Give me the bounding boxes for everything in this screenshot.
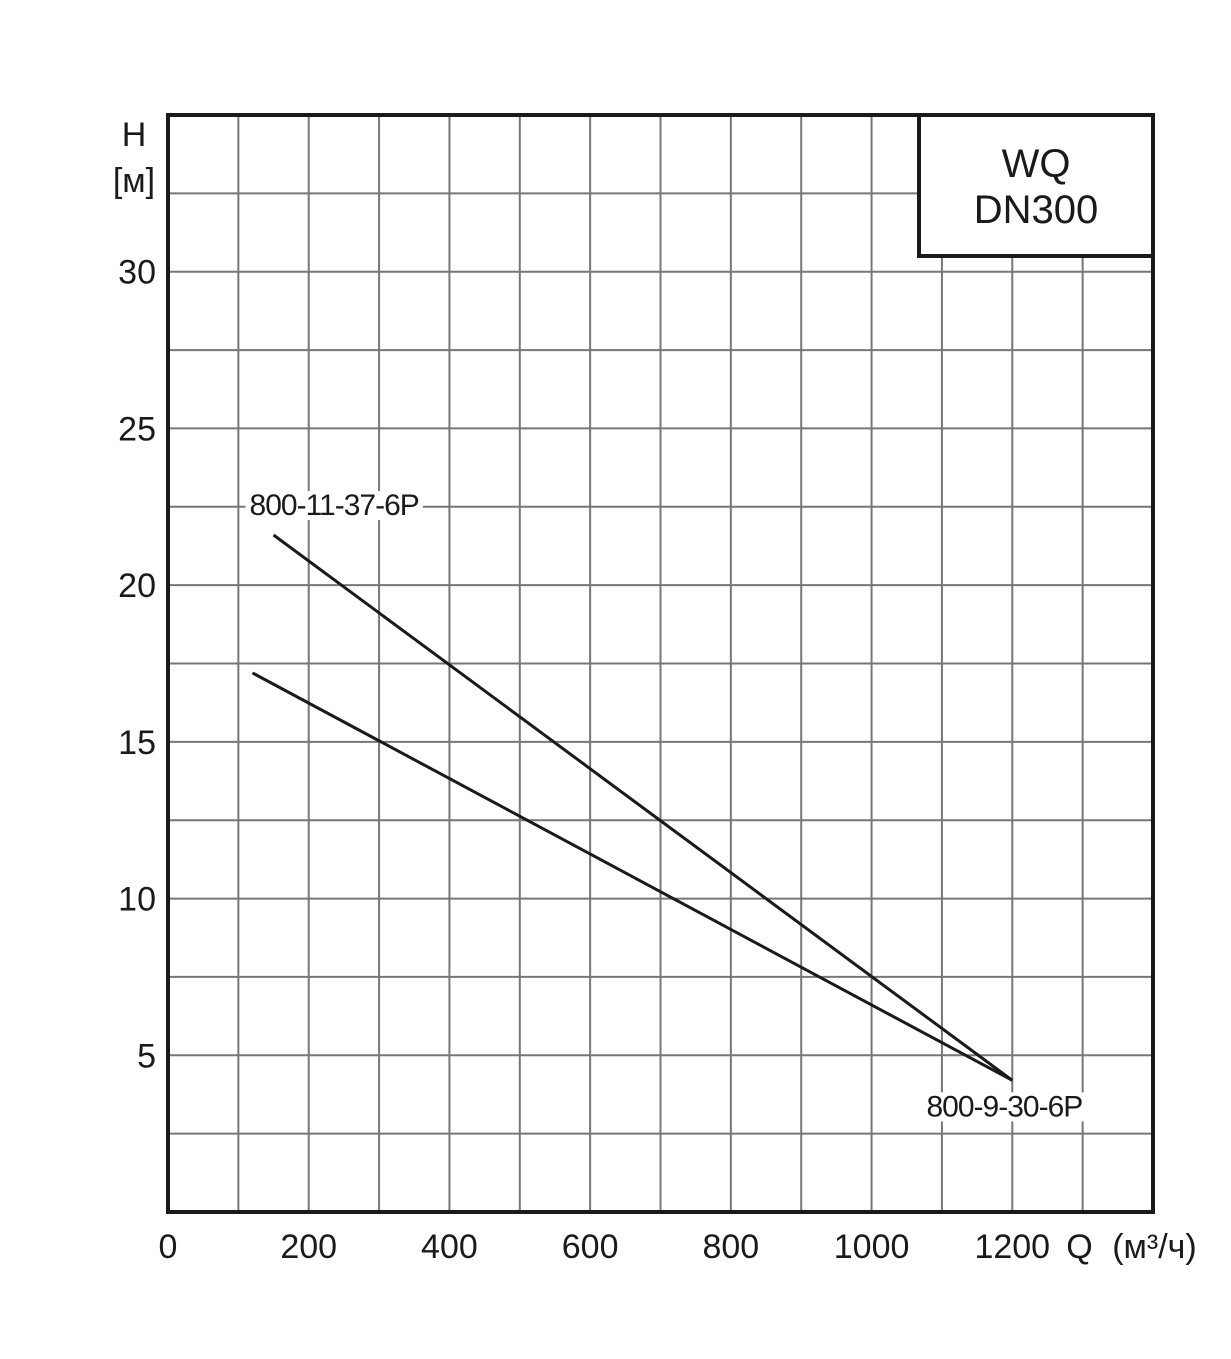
x-axis-ticks: 0 200 400 600 800 1000 1200: [159, 1228, 1051, 1266]
series-lines: [251, 533, 1014, 1082]
series-label-1: 800-11-37-6P: [250, 489, 419, 522]
y-tick-label: 5: [137, 1037, 156, 1075]
y-tick-label: 25: [118, 410, 156, 448]
x-tick-label: 0: [159, 1228, 178, 1266]
series-label-2: 800-9-30-6P: [927, 1090, 1083, 1123]
y-axis-ticks: 5 10 15 20 25 30: [118, 254, 156, 1076]
y-tick-label: 15: [118, 724, 156, 762]
series-label-bg: [922, 1092, 1087, 1122]
x-axis-label: Q (м³/ч): [1066, 1228, 1196, 1266]
x-tick-label: 600: [562, 1228, 619, 1266]
series-line-2: [251, 671, 1013, 1082]
title-box: WQ DN300: [917, 113, 1155, 258]
x-axis-unit: (м³/ч): [1112, 1228, 1197, 1266]
series-label-bg: [245, 490, 423, 520]
y-tick-label: 20: [118, 567, 156, 605]
title-box-frame: [917, 113, 1155, 258]
plot-frame: [166, 113, 1155, 1214]
y-tick-label: 10: [118, 881, 156, 919]
x-tick-label: 1200: [974, 1228, 1050, 1266]
series-line-1: [272, 533, 1014, 1082]
series-labels: 800-11-37-6P 800-9-30-6P: [245, 489, 1087, 1123]
title-line-2: DN300: [974, 188, 1099, 232]
x-tick-label: 400: [421, 1228, 478, 1266]
y-axis-symbol: H: [122, 116, 147, 154]
y-tick-label: 30: [118, 254, 156, 292]
x-tick-label: 800: [702, 1228, 759, 1266]
x-axis-symbol: Q: [1066, 1228, 1092, 1266]
grid: [168, 115, 1153, 1212]
y-axis-unit: [м]: [113, 162, 155, 200]
title-line-1: WQ: [1002, 142, 1071, 186]
x-tick-label: 200: [280, 1228, 337, 1266]
x-tick-label: 1000: [834, 1228, 910, 1266]
